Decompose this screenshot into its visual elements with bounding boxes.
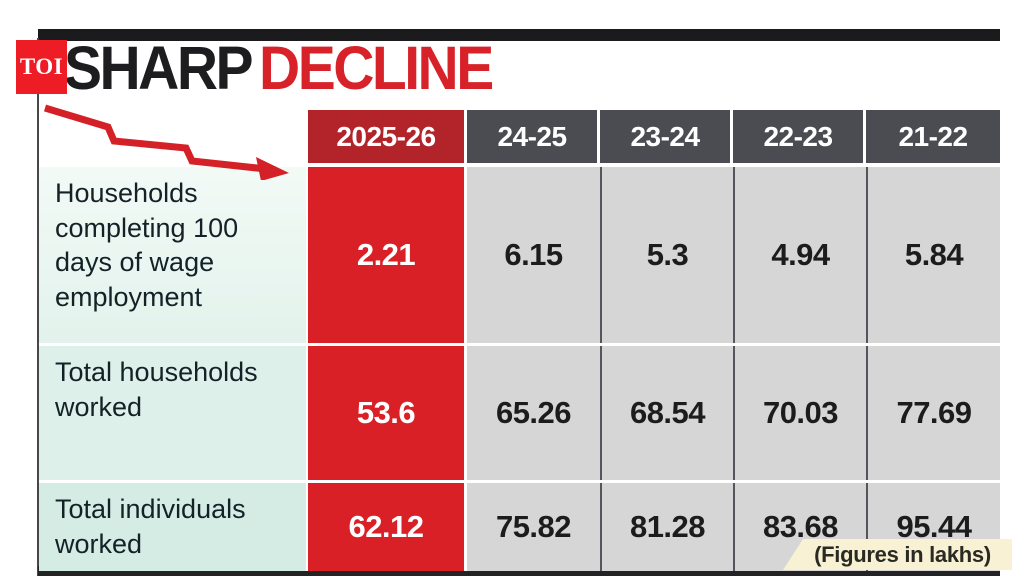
data-table: 2025-26 24-25 23-24 22-23 21-22 Househol…	[39, 110, 1000, 571]
row-label: Total households worked	[39, 346, 306, 480]
left-border	[37, 38, 39, 576]
table-row: Total individuals worked 62.12 75.82 81.…	[39, 480, 1000, 571]
header-cell-21-22: 21-22	[866, 110, 1000, 163]
value-cell: 5.3	[600, 167, 733, 343]
header-cell-24-25: 24-25	[467, 110, 600, 163]
value-cell: 5.84	[866, 167, 1000, 343]
table-row: Households completing 100 days of wage e…	[39, 167, 1000, 343]
value-cell: 65.26	[467, 346, 600, 480]
figures-note: (Figures in lakhs)	[783, 539, 1012, 570]
toi-logo: TOI	[16, 40, 67, 94]
table-row: Total households worked 53.6 65.26 68.54…	[39, 343, 1000, 480]
top-border	[38, 29, 1000, 41]
value-cell: 62.12	[306, 483, 467, 571]
header-cell-2025-26: 2025-26	[306, 110, 467, 163]
row-label: Total individuals worked	[39, 483, 306, 571]
figures-note-text: (Figures in lakhs)	[814, 541, 991, 567]
value-cell: 81.28	[600, 483, 733, 571]
value-cell: 77.69	[866, 346, 1000, 480]
toi-logo-text: TOI	[19, 54, 64, 79]
header-cell-22-23: 22-23	[733, 110, 866, 163]
value-cell: 75.82	[467, 483, 600, 571]
page-title: SHARP DECLINE	[64, 37, 494, 100]
value-cell: 4.94	[733, 167, 866, 343]
table-header-row: 2025-26 24-25 23-24 22-23 21-22	[39, 110, 1000, 163]
value-cell: 70.03	[733, 346, 866, 480]
value-cell: 53.6	[306, 346, 467, 480]
value-cell: 2.21	[306, 167, 467, 343]
bottom-border	[38, 566, 1000, 576]
value-cell: 68.54	[600, 346, 733, 480]
row-label: Households completing 100 days of wage e…	[39, 167, 306, 343]
value-cell: 6.15	[467, 167, 600, 343]
decline-arrow-icon	[43, 104, 289, 180]
title-word-sharp: SHARP	[64, 33, 254, 103]
header-cell-23-24: 23-24	[600, 110, 733, 163]
title-word-decline: DECLINE	[259, 33, 494, 103]
